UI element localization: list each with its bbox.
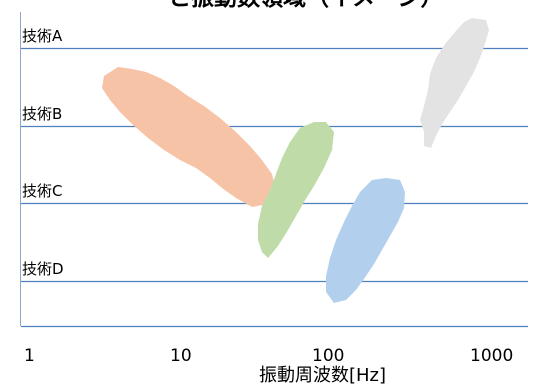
x-tick-1: 1 bbox=[24, 346, 35, 366]
row-label-c: 技術C bbox=[22, 182, 62, 200]
row-label-d: 技術D bbox=[22, 260, 64, 278]
row-label-a: 技術A bbox=[22, 27, 63, 45]
region-technology-d bbox=[326, 178, 405, 303]
region-technology-a bbox=[420, 18, 489, 148]
x-tick-10: 10 bbox=[170, 346, 192, 366]
x-tick-1000: 1000 bbox=[470, 346, 513, 366]
region-technology-b bbox=[102, 67, 276, 207]
x-tick-100: 100 bbox=[312, 346, 344, 366]
x-axis-label: 振動周波数[Hz] bbox=[259, 365, 386, 386]
diagram-title: と振動数領域（イメージ） bbox=[168, 0, 444, 11]
row-label-b: 技術B bbox=[22, 105, 62, 123]
